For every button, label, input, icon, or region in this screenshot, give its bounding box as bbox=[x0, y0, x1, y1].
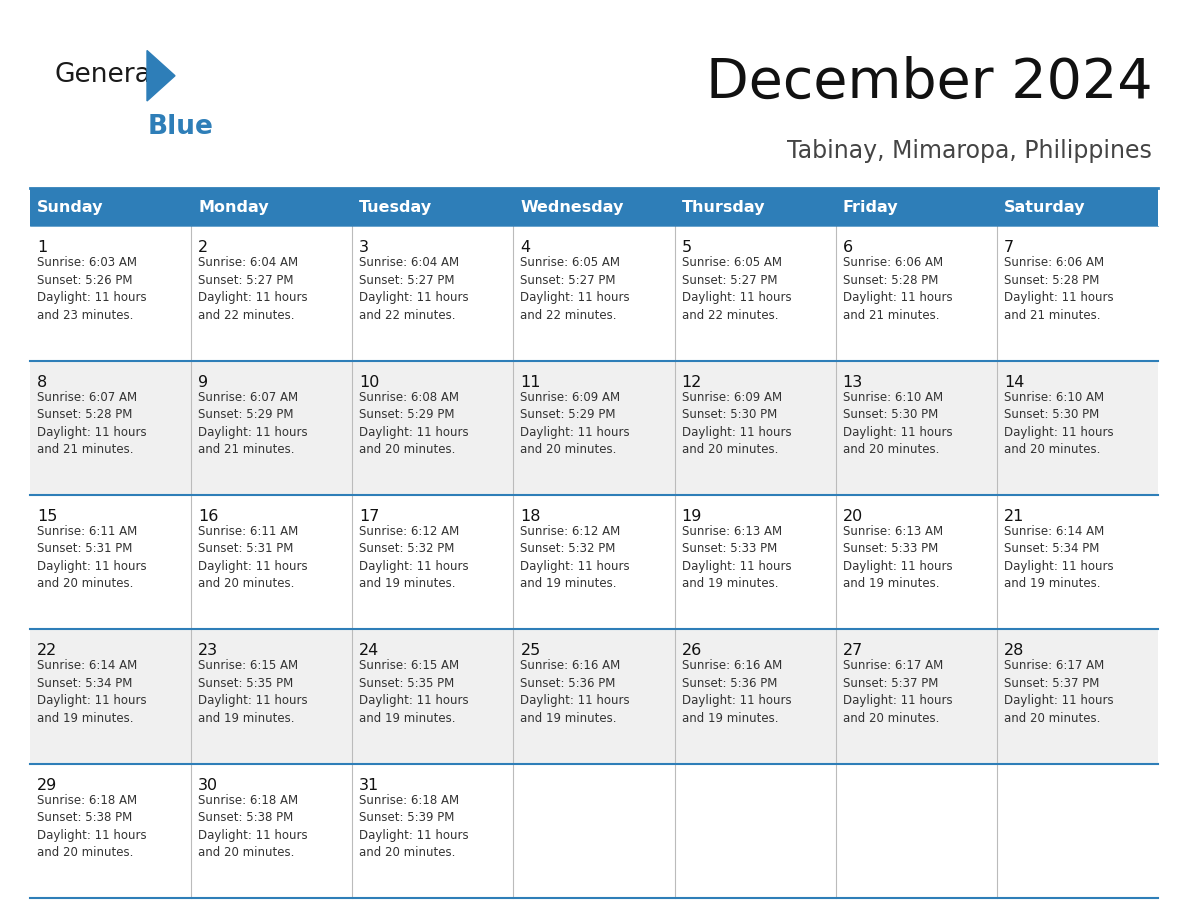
Text: Sunrise: 6:05 AM
Sunset: 5:27 PM
Daylight: 11 hours
and 22 minutes.: Sunrise: 6:05 AM Sunset: 5:27 PM Dayligh… bbox=[682, 256, 791, 321]
Text: Sunrise: 6:15 AM
Sunset: 5:35 PM
Daylight: 11 hours
and 19 minutes.: Sunrise: 6:15 AM Sunset: 5:35 PM Dayligh… bbox=[359, 659, 469, 725]
Text: 5: 5 bbox=[682, 241, 691, 255]
Bar bbox=[30, 361, 1158, 495]
Text: Sunrise: 6:18 AM
Sunset: 5:39 PM
Daylight: 11 hours
and 20 minutes.: Sunrise: 6:18 AM Sunset: 5:39 PM Dayligh… bbox=[359, 794, 469, 859]
Text: 26: 26 bbox=[682, 644, 702, 658]
Text: 29: 29 bbox=[37, 778, 57, 792]
Text: Sunrise: 6:08 AM
Sunset: 5:29 PM
Daylight: 11 hours
and 20 minutes.: Sunrise: 6:08 AM Sunset: 5:29 PM Dayligh… bbox=[359, 390, 469, 456]
Text: 27: 27 bbox=[842, 644, 862, 658]
Bar bbox=[30, 226, 1158, 361]
Bar bbox=[30, 629, 1158, 764]
Text: 3: 3 bbox=[359, 241, 369, 255]
Bar bbox=[30, 764, 1158, 898]
Text: Sunrise: 6:09 AM
Sunset: 5:29 PM
Daylight: 11 hours
and 20 minutes.: Sunrise: 6:09 AM Sunset: 5:29 PM Dayligh… bbox=[520, 390, 630, 456]
Bar bbox=[835, 188, 997, 226]
Text: Sunrise: 6:11 AM
Sunset: 5:31 PM
Daylight: 11 hours
and 20 minutes.: Sunrise: 6:11 AM Sunset: 5:31 PM Dayligh… bbox=[37, 525, 146, 590]
Text: Sunrise: 6:16 AM
Sunset: 5:36 PM
Daylight: 11 hours
and 19 minutes.: Sunrise: 6:16 AM Sunset: 5:36 PM Dayligh… bbox=[520, 659, 630, 725]
Polygon shape bbox=[147, 50, 175, 101]
Text: Sunday: Sunday bbox=[37, 200, 103, 215]
Text: Sunrise: 6:06 AM
Sunset: 5:28 PM
Daylight: 11 hours
and 21 minutes.: Sunrise: 6:06 AM Sunset: 5:28 PM Dayligh… bbox=[1004, 256, 1113, 321]
Text: Sunrise: 6:13 AM
Sunset: 5:33 PM
Daylight: 11 hours
and 19 minutes.: Sunrise: 6:13 AM Sunset: 5:33 PM Dayligh… bbox=[682, 525, 791, 590]
Text: 12: 12 bbox=[682, 375, 702, 389]
Text: 22: 22 bbox=[37, 644, 57, 658]
Text: Wednesday: Wednesday bbox=[520, 200, 624, 215]
Text: 23: 23 bbox=[198, 644, 219, 658]
Text: 17: 17 bbox=[359, 509, 380, 524]
Text: Sunrise: 6:04 AM
Sunset: 5:27 PM
Daylight: 11 hours
and 22 minutes.: Sunrise: 6:04 AM Sunset: 5:27 PM Dayligh… bbox=[359, 256, 469, 321]
Text: 28: 28 bbox=[1004, 644, 1024, 658]
Bar bbox=[30, 495, 1158, 629]
Text: Sunrise: 6:14 AM
Sunset: 5:34 PM
Daylight: 11 hours
and 19 minutes.: Sunrise: 6:14 AM Sunset: 5:34 PM Dayligh… bbox=[1004, 525, 1113, 590]
Text: Sunrise: 6:18 AM
Sunset: 5:38 PM
Daylight: 11 hours
and 20 minutes.: Sunrise: 6:18 AM Sunset: 5:38 PM Dayligh… bbox=[198, 794, 308, 859]
Text: Sunrise: 6:06 AM
Sunset: 5:28 PM
Daylight: 11 hours
and 21 minutes.: Sunrise: 6:06 AM Sunset: 5:28 PM Dayligh… bbox=[842, 256, 953, 321]
Bar bbox=[191, 188, 353, 226]
Text: 8: 8 bbox=[37, 375, 48, 389]
Text: Sunrise: 6:05 AM
Sunset: 5:27 PM
Daylight: 11 hours
and 22 minutes.: Sunrise: 6:05 AM Sunset: 5:27 PM Dayligh… bbox=[520, 256, 630, 321]
Text: Sunrise: 6:10 AM
Sunset: 5:30 PM
Daylight: 11 hours
and 20 minutes.: Sunrise: 6:10 AM Sunset: 5:30 PM Dayligh… bbox=[1004, 390, 1113, 456]
Text: Sunrise: 6:03 AM
Sunset: 5:26 PM
Daylight: 11 hours
and 23 minutes.: Sunrise: 6:03 AM Sunset: 5:26 PM Dayligh… bbox=[37, 256, 146, 321]
Text: 20: 20 bbox=[842, 509, 862, 524]
Bar bbox=[353, 188, 513, 226]
Text: December 2024: December 2024 bbox=[706, 56, 1152, 109]
Text: 14: 14 bbox=[1004, 375, 1024, 389]
Text: Sunrise: 6:17 AM
Sunset: 5:37 PM
Daylight: 11 hours
and 20 minutes.: Sunrise: 6:17 AM Sunset: 5:37 PM Dayligh… bbox=[842, 659, 953, 725]
Text: Sunrise: 6:12 AM
Sunset: 5:32 PM
Daylight: 11 hours
and 19 minutes.: Sunrise: 6:12 AM Sunset: 5:32 PM Dayligh… bbox=[520, 525, 630, 590]
Text: 11: 11 bbox=[520, 375, 541, 389]
Text: 2: 2 bbox=[198, 241, 208, 255]
Text: Sunrise: 6:15 AM
Sunset: 5:35 PM
Daylight: 11 hours
and 19 minutes.: Sunrise: 6:15 AM Sunset: 5:35 PM Dayligh… bbox=[198, 659, 308, 725]
Text: Sunrise: 6:09 AM
Sunset: 5:30 PM
Daylight: 11 hours
and 20 minutes.: Sunrise: 6:09 AM Sunset: 5:30 PM Dayligh… bbox=[682, 390, 791, 456]
Bar bbox=[675, 188, 835, 226]
Text: 7: 7 bbox=[1004, 241, 1015, 255]
Text: Sunrise: 6:10 AM
Sunset: 5:30 PM
Daylight: 11 hours
and 20 minutes.: Sunrise: 6:10 AM Sunset: 5:30 PM Dayligh… bbox=[842, 390, 953, 456]
Text: Tabinay, Mimaropa, Philippines: Tabinay, Mimaropa, Philippines bbox=[788, 140, 1152, 163]
Text: Thursday: Thursday bbox=[682, 200, 765, 215]
Text: Sunrise: 6:12 AM
Sunset: 5:32 PM
Daylight: 11 hours
and 19 minutes.: Sunrise: 6:12 AM Sunset: 5:32 PM Dayligh… bbox=[359, 525, 469, 590]
Text: 13: 13 bbox=[842, 375, 862, 389]
Text: Blue: Blue bbox=[148, 114, 214, 140]
Text: Sunrise: 6:17 AM
Sunset: 5:37 PM
Daylight: 11 hours
and 20 minutes.: Sunrise: 6:17 AM Sunset: 5:37 PM Dayligh… bbox=[1004, 659, 1113, 725]
Text: Friday: Friday bbox=[842, 200, 898, 215]
Text: 25: 25 bbox=[520, 644, 541, 658]
Bar bbox=[997, 188, 1158, 226]
Text: 16: 16 bbox=[198, 509, 219, 524]
Text: 9: 9 bbox=[198, 375, 208, 389]
Text: 31: 31 bbox=[359, 778, 379, 792]
Text: Tuesday: Tuesday bbox=[359, 200, 432, 215]
Text: 30: 30 bbox=[198, 778, 219, 792]
Text: 15: 15 bbox=[37, 509, 57, 524]
Bar bbox=[513, 188, 675, 226]
Text: Saturday: Saturday bbox=[1004, 200, 1086, 215]
Bar bbox=[30, 188, 191, 226]
Text: 24: 24 bbox=[359, 644, 379, 658]
Text: 21: 21 bbox=[1004, 509, 1024, 524]
Text: Sunrise: 6:04 AM
Sunset: 5:27 PM
Daylight: 11 hours
and 22 minutes.: Sunrise: 6:04 AM Sunset: 5:27 PM Dayligh… bbox=[198, 256, 308, 321]
Text: Sunrise: 6:13 AM
Sunset: 5:33 PM
Daylight: 11 hours
and 19 minutes.: Sunrise: 6:13 AM Sunset: 5:33 PM Dayligh… bbox=[842, 525, 953, 590]
Text: 4: 4 bbox=[520, 241, 531, 255]
Text: 1: 1 bbox=[37, 241, 48, 255]
Text: General: General bbox=[55, 62, 159, 88]
Text: Sunrise: 6:16 AM
Sunset: 5:36 PM
Daylight: 11 hours
and 19 minutes.: Sunrise: 6:16 AM Sunset: 5:36 PM Dayligh… bbox=[682, 659, 791, 725]
Text: Sunrise: 6:07 AM
Sunset: 5:28 PM
Daylight: 11 hours
and 21 minutes.: Sunrise: 6:07 AM Sunset: 5:28 PM Dayligh… bbox=[37, 390, 146, 456]
Text: Monday: Monday bbox=[198, 200, 268, 215]
Text: Sunrise: 6:18 AM
Sunset: 5:38 PM
Daylight: 11 hours
and 20 minutes.: Sunrise: 6:18 AM Sunset: 5:38 PM Dayligh… bbox=[37, 794, 146, 859]
Text: 18: 18 bbox=[520, 509, 541, 524]
Text: 6: 6 bbox=[842, 241, 853, 255]
Text: 19: 19 bbox=[682, 509, 702, 524]
Text: 10: 10 bbox=[359, 375, 380, 389]
Text: Sunrise: 6:14 AM
Sunset: 5:34 PM
Daylight: 11 hours
and 19 minutes.: Sunrise: 6:14 AM Sunset: 5:34 PM Dayligh… bbox=[37, 659, 146, 725]
Text: Sunrise: 6:11 AM
Sunset: 5:31 PM
Daylight: 11 hours
and 20 minutes.: Sunrise: 6:11 AM Sunset: 5:31 PM Dayligh… bbox=[198, 525, 308, 590]
Text: Sunrise: 6:07 AM
Sunset: 5:29 PM
Daylight: 11 hours
and 21 minutes.: Sunrise: 6:07 AM Sunset: 5:29 PM Dayligh… bbox=[198, 390, 308, 456]
